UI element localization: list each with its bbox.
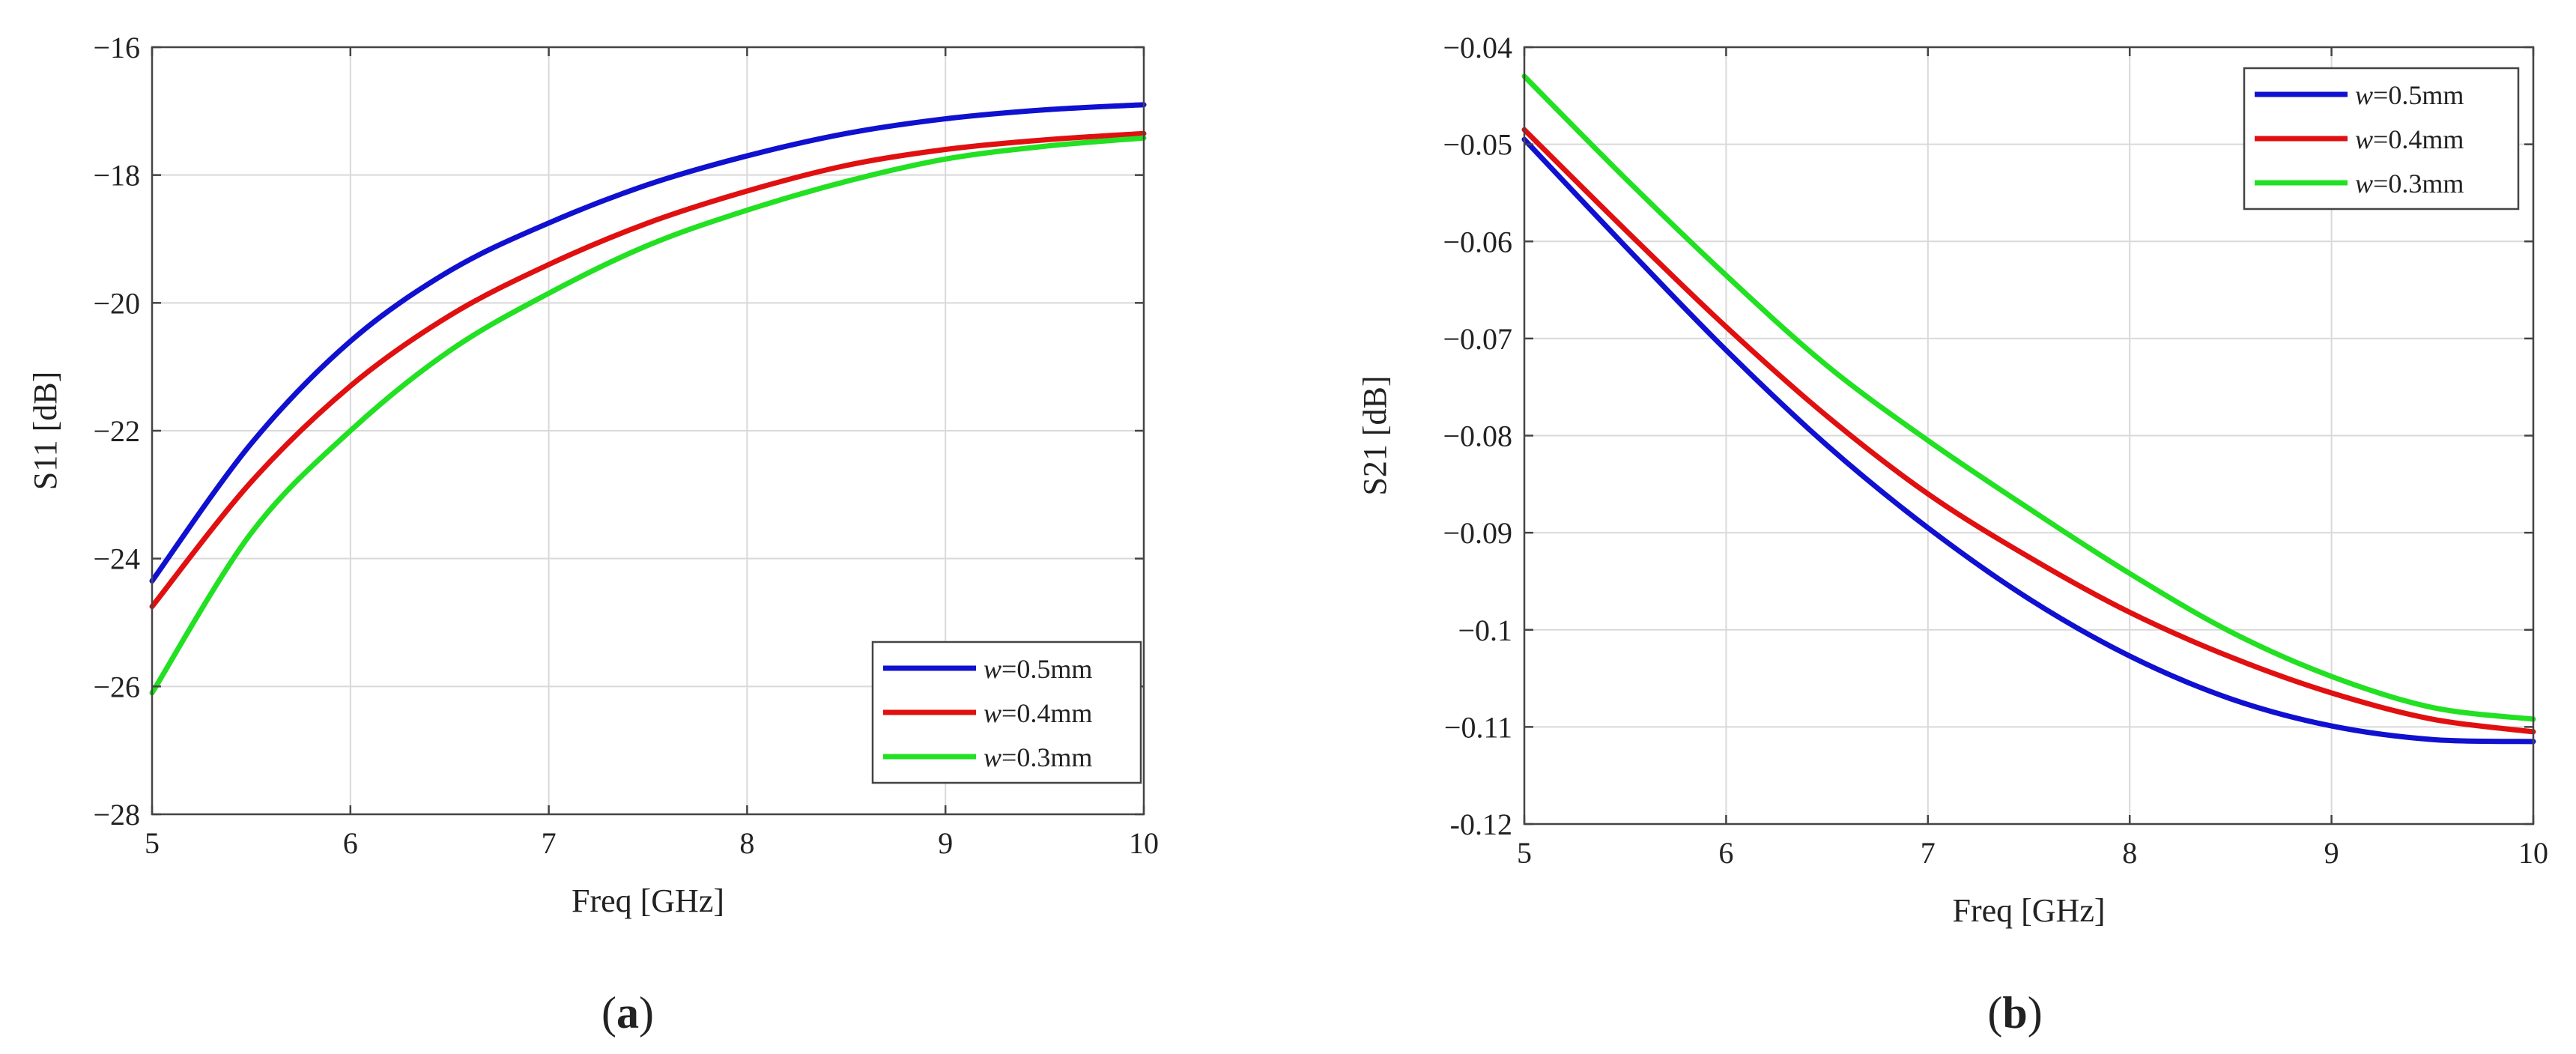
legend-label: w=0.4mm [2355,124,2464,154]
legend-label: w=0.3mm [2355,169,2464,199]
x-tick-label: 6 [343,826,358,860]
y-tick-label: −0.08 [1443,420,1512,453]
series-line-0.4mm [149,130,1147,610]
y-tick-label: −28 [93,798,140,832]
series-line-0.3mm [149,135,1147,696]
y-tick-label: −0.07 [1443,322,1512,356]
x-tick-label: 9 [938,826,953,860]
y-tick-label: −24 [93,542,140,576]
y-tick-label: −0.05 [1443,128,1512,162]
x-tick-label: 8 [739,826,754,860]
y-tick-label: −0.09 [1443,516,1512,550]
legend-label: w=0.4mm [984,698,1092,728]
legend-label: w=0.3mm [984,742,1092,772]
y-tick-label: −22 [93,414,140,448]
x-tick-label: 8 [2122,836,2137,870]
y-tick-label: −20 [93,286,140,320]
legend-label: w=0.5mm [984,654,1092,684]
y-tick-label: −0.1 [1458,614,1512,647]
y-tick-label: −26 [93,670,140,703]
x-tick-label: 10 [2518,836,2548,870]
chart-panel-a: 5 6 7 8 9 10 −28 −26 −24 −22 −20 −18 −16 Freq [GHz] S1… [27,31,1159,1038]
y-axis-label: S21 [dB] [1357,375,1393,495]
y-tick-label: −0.04 [1443,31,1512,64]
series-line-0.5mm [1521,136,2536,745]
x-tick-label: 5 [145,826,160,860]
legend-label: w=0.5mm [2355,80,2464,110]
x-tick-label: 7 [1921,836,1936,870]
panel-label: (b) [1987,988,2042,1038]
x-tick-label: 5 [1517,836,1532,870]
y-tick-label: −18 [93,159,140,193]
y-tick-label: -0.12 [1450,808,1512,841]
panel-label: (a) [601,988,654,1038]
legend: w=0.5mm w=0.4mm w=0.3mm [871,640,1142,784]
x-tick-label: 9 [2324,836,2339,870]
chart-panel-b: 5 6 7 8 9 10 -0.12 −0.11 −0.1 −0.09 −0.08 −0.07 −0.0… [1357,31,2548,1038]
series-line-0.4mm [1521,127,2536,735]
y-axis-label: S11 [dB] [27,372,64,491]
x-tick-label: 6 [1718,836,1733,870]
x-tick-label: 10 [1129,826,1159,860]
x-axis-label: Freq [GHz] [572,882,724,919]
series-line-0.5mm [149,102,1147,584]
series-line-0.3mm [1521,73,2536,722]
x-axis-label: Freq [GHz] [1952,892,2105,929]
y-tick-label: −16 [93,31,140,64]
legend: w=0.5mm w=0.4mm w=0.3mm [2243,67,2520,211]
y-tick-label: −0.06 [1443,225,1512,258]
x-tick-label: 7 [542,826,557,860]
y-tick-label: −0.11 [1444,710,1512,744]
